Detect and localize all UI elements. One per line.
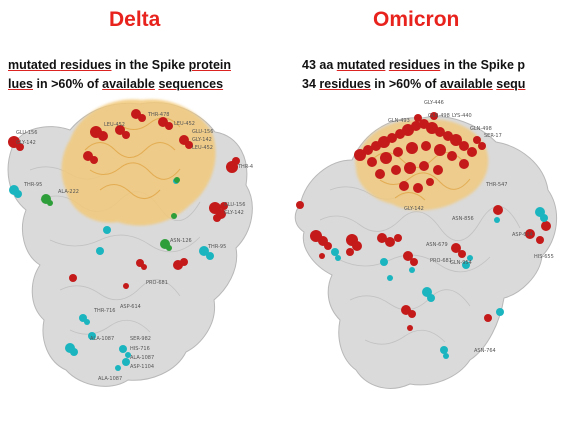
delta-caption-line1: mutated residues in the Spike protein (8, 58, 258, 72)
svg-text:GLY-446: GLY-446 (424, 100, 444, 106)
svg-text:GLU-156: GLU-156 (192, 129, 213, 135)
caption-part: residues (60, 58, 112, 72)
caption-part: mutated (336, 58, 386, 72)
omicron-title: Omicron (373, 8, 460, 31)
caption-part: lues (8, 77, 34, 91)
caption-part: in the (111, 58, 152, 72)
svg-text:GLU-156: GLU-156 (224, 202, 245, 208)
delta-mutations-cyan (9, 178, 214, 371)
caption-part: residues (319, 77, 371, 91)
svg-text:GLU-156: GLU-156 (16, 130, 37, 136)
delta-residue-labels: GLU-156 GLY-142 LEU-452 THR-478 LEU-452 … (16, 112, 253, 382)
svg-text:THR-95: THR-95 (207, 244, 226, 250)
omicron-mutations-red (296, 112, 551, 331)
delta-mutations-green (41, 177, 180, 251)
delta-title: Delta (109, 8, 161, 31)
svg-text:THR-95: THR-95 (23, 182, 42, 188)
svg-text:LEU-452: LEU-452 (104, 122, 125, 128)
svg-text:ALA-222: ALA-222 (58, 189, 79, 195)
caption-part: 43 aa (302, 58, 337, 72)
svg-text:ALA-1087: ALA-1087 (98, 376, 122, 382)
svg-text:ASP-614: ASP-614 (120, 304, 141, 310)
svg-text:GLN-498: GLN-498 (428, 113, 450, 119)
svg-text:SER-982: SER-982 (130, 336, 151, 342)
caption-part: sequ (496, 77, 526, 91)
delta-rbd-ribbons (84, 117, 181, 199)
caption-part: sequences (158, 77, 224, 91)
caption-part: in >60% of (33, 77, 103, 91)
caption-part: in >60% of (370, 77, 440, 91)
svg-text:ASN-856: ASN-856 (452, 216, 474, 222)
caption-part: available (439, 77, 493, 91)
delta-caption-line2: lues in >60% of available sequences (8, 77, 258, 91)
caption-part: mutated (8, 58, 61, 72)
svg-text:LEU-452: LEU-452 (174, 121, 195, 127)
caption-part: 34 (302, 77, 320, 91)
caption-part: residues (388, 58, 441, 72)
svg-text:GLN-493: GLN-493 (388, 118, 410, 124)
svg-text:GLY-142: GLY-142 (404, 206, 424, 212)
omicron-residue-labels: GLY-446 GLN-498 LYS-440 GLN-493 GLN-498 … (388, 100, 554, 354)
caption-part: protein (188, 58, 231, 72)
svg-text:ASN-679: ASN-679 (426, 242, 448, 248)
omicron-caption-line2: 34 residues in >60% of available sequ (302, 77, 568, 91)
svg-text:ASN-126: ASN-126 (170, 238, 192, 244)
svg-text:THR-716: THR-716 (93, 308, 115, 314)
svg-text:THR-478: THR-478 (147, 112, 169, 118)
omicron-spike-structure: GLY-446 GLN-498 LYS-440 GLN-493 GLN-498 … (294, 100, 558, 389)
svg-text:ALA-1087: ALA-1087 (90, 336, 114, 342)
svg-text:ASN-764: ASN-764 (474, 348, 496, 354)
svg-text:ASP-1104: ASP-1104 (130, 364, 154, 370)
svg-text:HIS-716: HIS-716 (130, 346, 150, 352)
svg-text:PRO-681: PRO-681 (146, 280, 168, 286)
svg-text:SER-17: SER-17 (484, 133, 502, 139)
caption-part: in the Spike p (440, 58, 526, 72)
caption-part: Spike (151, 58, 186, 72)
svg-text:HIS-655: HIS-655 (534, 254, 554, 260)
svg-text:ASP-614: ASP-614 (512, 232, 533, 238)
caption-part: available (102, 77, 155, 91)
svg-text:THR-4: THR-4 (237, 164, 253, 170)
svg-text:THR-547: THR-547 (485, 182, 507, 188)
delta-spike-structure: GLU-156 GLY-142 LEU-452 THR-478 LEU-452 … (7, 99, 253, 387)
svg-text:GLY-142: GLY-142 (192, 137, 212, 143)
svg-text:LEU-452: LEU-452 (192, 145, 213, 151)
svg-text:GLY-142: GLY-142 (16, 140, 36, 146)
omicron-mutations-cyan (331, 207, 548, 359)
svg-text:GLN-954: GLN-954 (450, 260, 472, 266)
svg-text:GLY-142: GLY-142 (224, 210, 244, 216)
svg-text:ALA-1087: ALA-1087 (130, 355, 154, 361)
svg-text:GLN-498: GLN-498 (470, 126, 492, 132)
delta-mutations-red (8, 109, 240, 289)
svg-text:PRO-681: PRO-681 (430, 258, 452, 264)
svg-text:LYS-440: LYS-440 (452, 113, 472, 119)
omicron-caption-line1: 43 aa mutated residues in the Spike p (302, 58, 568, 72)
